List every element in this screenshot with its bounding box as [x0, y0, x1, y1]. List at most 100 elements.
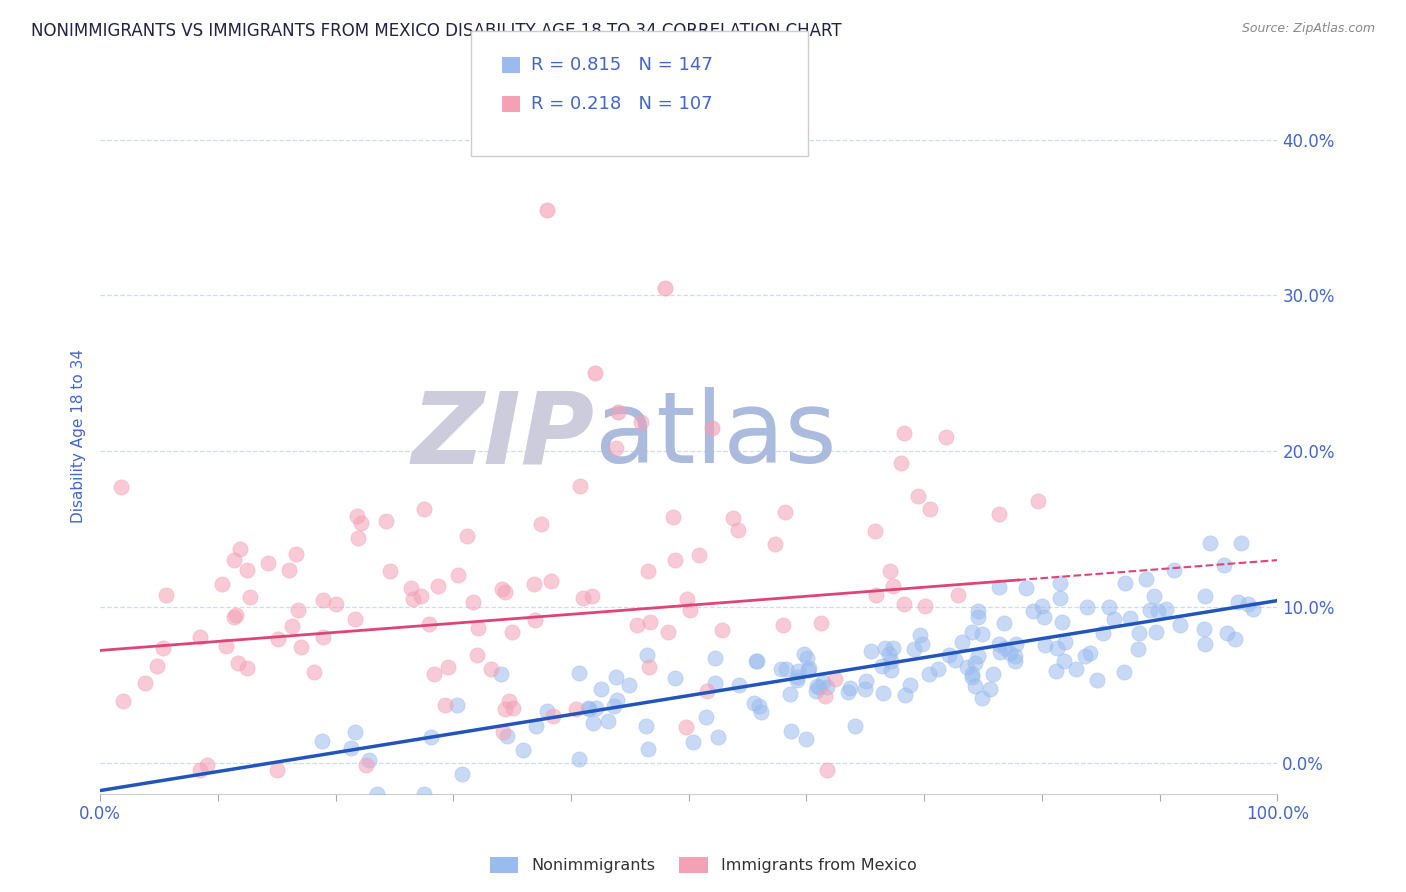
Point	[1098, 599, 1121, 614]
Point	[907, 489, 929, 503]
Point	[786, 670, 808, 684]
Point	[607, 405, 630, 419]
Point	[494, 585, 516, 599]
Point	[1049, 576, 1071, 591]
Point	[853, 682, 876, 697]
Text: Source: ZipAtlas.com: Source: ZipAtlas.com	[1241, 22, 1375, 36]
Point	[981, 667, 1004, 681]
Point	[1146, 624, 1168, 639]
Point	[530, 516, 553, 531]
Point	[893, 597, 915, 611]
Point	[605, 442, 627, 456]
Point	[1143, 589, 1166, 603]
Point	[1104, 612, 1126, 626]
Point	[960, 667, 983, 681]
Point	[987, 637, 1010, 651]
Point	[1033, 638, 1056, 652]
Point	[865, 588, 887, 602]
Point	[948, 589, 970, 603]
Point	[967, 610, 990, 624]
Point	[695, 710, 717, 724]
Point	[920, 502, 942, 516]
Point	[346, 531, 368, 545]
Point	[583, 366, 606, 380]
Point	[797, 663, 820, 677]
Point	[146, 659, 169, 673]
Point	[1194, 589, 1216, 603]
Point	[988, 644, 1011, 658]
Point	[810, 616, 832, 631]
Point	[1213, 558, 1236, 572]
Point	[664, 671, 686, 685]
Point	[638, 660, 661, 674]
Point	[281, 619, 304, 633]
Point	[786, 673, 808, 687]
Point	[779, 686, 801, 700]
Point	[637, 564, 659, 578]
Point	[815, 764, 838, 778]
Point	[994, 641, 1017, 656]
Point	[1229, 536, 1251, 550]
Point	[637, 742, 659, 756]
Point	[813, 689, 835, 703]
Point	[1216, 625, 1239, 640]
Point	[1112, 665, 1135, 679]
Point	[226, 656, 249, 670]
Point	[844, 719, 866, 733]
Point	[446, 698, 468, 712]
Point	[963, 656, 986, 670]
Point	[224, 609, 246, 624]
Point	[927, 662, 949, 676]
Legend: Nonimmigrants, Immigrants from Mexico: Nonimmigrants, Immigrants from Mexico	[484, 850, 922, 880]
Point	[938, 648, 960, 662]
Point	[1033, 610, 1056, 624]
Point	[855, 674, 877, 689]
Point	[446, 568, 468, 582]
Point	[239, 590, 262, 604]
Point	[1046, 640, 1069, 655]
Point	[763, 537, 786, 551]
Point	[1031, 599, 1053, 613]
Point	[1236, 597, 1258, 611]
Point	[877, 647, 900, 661]
Point	[585, 700, 607, 714]
Point	[284, 547, 307, 561]
Point	[290, 640, 312, 654]
Point	[1241, 602, 1264, 616]
Point	[813, 674, 835, 689]
Point	[366, 787, 388, 801]
Point	[596, 714, 619, 728]
Point	[797, 661, 820, 675]
Point	[1091, 626, 1114, 640]
Point	[523, 613, 546, 627]
Point	[780, 724, 803, 739]
Point	[710, 623, 733, 637]
Point	[1198, 536, 1220, 550]
Point	[1004, 648, 1026, 663]
Point	[606, 693, 628, 707]
Point	[572, 591, 595, 605]
Text: ZIP: ZIP	[412, 387, 595, 484]
Point	[911, 637, 934, 651]
Point	[492, 724, 515, 739]
Point	[662, 510, 685, 524]
Point	[433, 698, 456, 712]
Point	[918, 666, 941, 681]
Point	[523, 577, 546, 591]
Point	[346, 508, 368, 523]
Point	[894, 688, 917, 702]
Point	[536, 202, 558, 217]
Point	[541, 708, 564, 723]
Point	[638, 615, 661, 629]
Point	[898, 678, 921, 692]
Point	[605, 670, 627, 684]
Point	[882, 578, 904, 592]
Point	[188, 630, 211, 644]
Point	[745, 655, 768, 669]
Point	[312, 592, 335, 607]
Point	[775, 505, 797, 519]
Point	[409, 589, 432, 603]
Point	[1015, 582, 1038, 596]
Point	[903, 641, 925, 656]
Point	[745, 654, 768, 668]
